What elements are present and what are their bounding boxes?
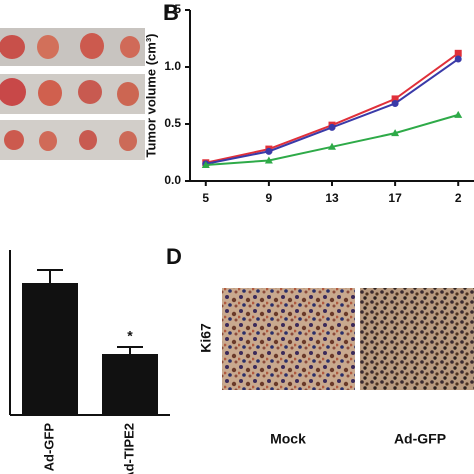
y-tick-label: 0.5 bbox=[164, 116, 181, 130]
marker bbox=[328, 123, 336, 131]
marker bbox=[328, 142, 336, 150]
ihc-image bbox=[222, 288, 355, 390]
marker bbox=[391, 129, 400, 137]
marker bbox=[454, 110, 463, 118]
marker bbox=[391, 99, 399, 107]
tumor-photo bbox=[0, 28, 145, 160]
ihc-image bbox=[360, 288, 474, 390]
x-tick-label: Ad-TIPE2 bbox=[121, 423, 136, 474]
marker bbox=[201, 161, 210, 169]
marker bbox=[391, 95, 399, 103]
column-label: Ad-GFP bbox=[394, 431, 446, 447]
panel-label: B bbox=[163, 0, 179, 25]
y-tick-label: 0.0 bbox=[164, 173, 181, 187]
marker bbox=[454, 49, 462, 57]
x-tick-label: 5 bbox=[202, 191, 209, 205]
x-tick-label: 13 bbox=[325, 191, 339, 205]
row-label: Ki67 bbox=[198, 323, 214, 353]
panel-label: D bbox=[166, 244, 182, 269]
column-label: Mock bbox=[270, 431, 306, 447]
annotation: * bbox=[127, 328, 133, 344]
marker bbox=[265, 147, 273, 155]
x-tick-label: 17 bbox=[388, 191, 402, 205]
y-axis-label: Tumor volume (cm³) bbox=[143, 34, 158, 158]
bar bbox=[102, 354, 158, 415]
x-tick-label: 9 bbox=[266, 191, 273, 205]
bar bbox=[22, 283, 78, 415]
marker bbox=[454, 55, 462, 63]
x-tick-label: Ad-GFP bbox=[41, 423, 56, 472]
x-tick-label: 2 bbox=[455, 191, 462, 205]
marker bbox=[264, 156, 273, 164]
y-tick-label: 1.0 bbox=[164, 59, 181, 73]
y-tick-label: 1.5 bbox=[164, 2, 181, 16]
